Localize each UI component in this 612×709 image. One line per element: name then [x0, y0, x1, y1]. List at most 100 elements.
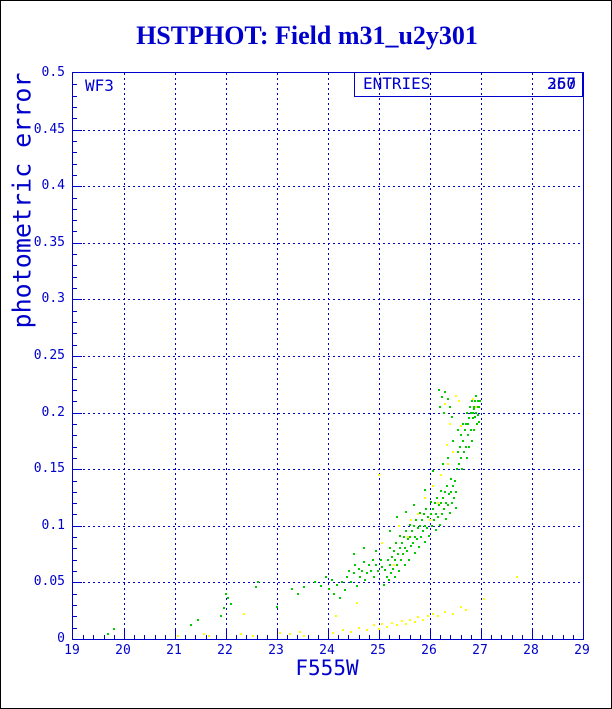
- data-point-stars-green: [331, 579, 333, 581]
- data-point-stars-green: [363, 561, 365, 563]
- data-point-stars-green: [397, 553, 399, 555]
- data-point-stars-green: [474, 400, 476, 402]
- data-point-stars-green: [472, 412, 474, 414]
- data-point-stars-green: [458, 463, 460, 465]
- data-point-stars-green: [443, 508, 445, 510]
- x-minor-tick: [399, 635, 400, 639]
- data-point-stars-green: [389, 547, 391, 549]
- data-point-stars-yellow: [366, 629, 368, 631]
- data-point-stars-green: [432, 470, 434, 472]
- y-minor-tick: [73, 481, 77, 482]
- data-point-stars-green: [414, 552, 416, 554]
- data-point-stars-yellow: [417, 513, 419, 515]
- x-minor-tick: [246, 635, 247, 639]
- data-point-stars-green: [473, 408, 475, 410]
- data-point-stars-green: [470, 429, 472, 431]
- data-point-stars-green: [438, 504, 440, 506]
- data-point-stars-green: [389, 564, 391, 566]
- data-point-stars-green: [358, 568, 360, 570]
- y-minor-tick: [73, 492, 77, 493]
- x-major-tick: [379, 630, 380, 639]
- data-point-stars-green: [375, 550, 377, 552]
- data-point-stars-green: [389, 530, 391, 532]
- data-point-stars-green: [441, 396, 443, 398]
- entries-box: ENTRIES 260 357: [354, 72, 583, 97]
- data-point-stars-green: [424, 489, 426, 491]
- data-point-stars-green: [380, 559, 382, 561]
- data-point-stars-green: [427, 516, 429, 518]
- data-point-stars-yellow: [373, 624, 375, 626]
- data-point-stars-green: [459, 446, 461, 448]
- gridline-vertical: [430, 73, 431, 639]
- y-minor-tick: [73, 548, 77, 549]
- data-point-stars-yellow: [391, 622, 393, 624]
- data-point-stars-green: [368, 564, 370, 566]
- data-point-stars-yellow: [407, 536, 409, 538]
- data-point-stars-yellow: [452, 451, 454, 453]
- data-point-stars-green: [404, 547, 406, 549]
- data-point-stars-green: [384, 569, 386, 571]
- data-point-stars-yellow: [279, 632, 281, 634]
- x-minor-tick: [369, 635, 370, 639]
- data-point-stars-green: [344, 589, 346, 591]
- x-minor-tick: [563, 635, 564, 639]
- data-point-stars-green: [339, 597, 341, 599]
- y-minor-tick: [73, 447, 77, 448]
- data-point-stars-green: [257, 581, 259, 583]
- data-point-stars-green: [366, 572, 368, 574]
- data-point-stars-green: [393, 550, 395, 552]
- x-major-tick: [124, 630, 125, 639]
- data-point-stars-green: [411, 530, 413, 532]
- data-point-stars-green: [457, 451, 459, 453]
- data-point-stars-yellow: [332, 632, 334, 634]
- data-point-stars-green: [464, 429, 466, 431]
- data-point-stars-green: [387, 559, 389, 561]
- x-minor-tick: [410, 635, 411, 639]
- data-point-stars-yellow: [465, 609, 467, 611]
- data-point-stars-green: [463, 451, 465, 453]
- y-tick-label: 0.15: [33, 461, 65, 476]
- data-point-stars-yellow: [335, 615, 337, 617]
- data-point-stars-green: [436, 497, 438, 499]
- y-minor-tick: [73, 164, 77, 165]
- data-point-stars-green: [381, 566, 383, 568]
- y-tick-label: 0.45: [33, 122, 65, 137]
- y-minor-tick: [73, 96, 77, 97]
- data-point-stars-yellow: [458, 400, 460, 402]
- data-point-stars-green: [447, 504, 449, 506]
- data-point-stars-green: [190, 624, 192, 626]
- y-major-tick: [73, 356, 82, 357]
- data-point-stars-green: [197, 619, 199, 621]
- data-point-stars-green: [471, 400, 473, 402]
- y-minor-tick: [73, 107, 77, 108]
- y-minor-tick: [73, 220, 77, 221]
- y-tick-label: 0.2: [41, 405, 65, 420]
- x-tick-label: 22: [217, 643, 233, 658]
- x-minor-tick: [93, 635, 94, 639]
- data-point-stars-yellow: [252, 635, 254, 637]
- data-point-stars-yellow: [414, 621, 416, 623]
- data-point-stars-green: [364, 579, 366, 581]
- x-minor-tick: [165, 635, 166, 639]
- page-title: HSTPHOT: Field m31_u2y301: [136, 21, 478, 50]
- y-minor-tick: [73, 209, 77, 210]
- data-point-stars-green: [420, 536, 422, 538]
- x-minor-tick: [114, 635, 115, 639]
- data-point-stars-yellow: [444, 403, 446, 405]
- data-point-stars-green: [477, 400, 479, 402]
- data-point-stars-green: [446, 485, 448, 487]
- data-point-stars-green: [475, 412, 477, 414]
- detector-label: WF3: [85, 76, 114, 95]
- x-major-tick: [328, 630, 329, 639]
- data-point-stars-yellow: [424, 497, 426, 499]
- data-point-stars-green: [373, 576, 375, 578]
- data-point-stars-yellow: [177, 635, 179, 637]
- x-major-tick: [481, 630, 482, 639]
- data-point-stars-green: [409, 536, 411, 538]
- x-minor-tick: [287, 635, 288, 639]
- gridline-vertical: [226, 73, 227, 639]
- x-tick-label: 26: [421, 643, 437, 658]
- y-minor-tick: [73, 175, 77, 176]
- y-minor-tick: [73, 84, 77, 85]
- data-point-stars-yellow: [446, 444, 448, 446]
